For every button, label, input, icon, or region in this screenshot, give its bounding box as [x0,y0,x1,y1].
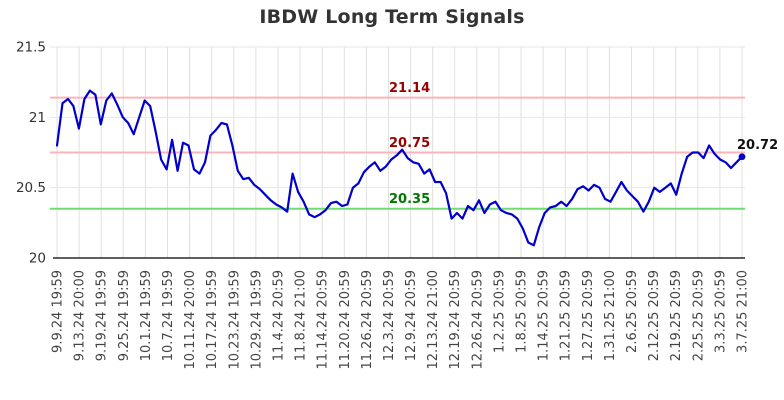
x-tick-label: 2.19.25 20:59 [669,270,684,361]
x-tick-label: 2.12.25 20:59 [647,270,662,361]
x-tick-label: 9.9.24 19:59 [51,270,66,353]
y-tick-label: 21 [29,110,46,126]
x-tick-label: 10.29.24 19:59 [249,270,264,370]
x-tick-label: 10.1.24 19:59 [139,270,154,361]
x-tick-label: 11.14.24 20:59 [316,270,331,370]
x-tick-label: 12.19.24 20:59 [448,270,463,370]
x-tick-label: 12.9.24 20:59 [404,270,419,361]
x-tick-label: 3.3.25 20:59 [713,270,728,353]
chart-title: IBDW Long Term Signals [259,6,525,28]
end-dot [738,153,746,161]
x-tick-label: 11.26.24 20:59 [360,270,375,370]
x-tick-label: 1.14.25 20:59 [537,270,552,361]
x-tick-label: 12.3.24 20:59 [382,270,397,361]
last-price-label: 20.72 [737,137,779,153]
x-tick-label: 2.6.25 20:59 [625,270,640,353]
signal-value-label: 20.75 [389,135,431,151]
x-tick-label: 12.26.24 20:59 [470,270,485,370]
signal-value-label: 20.35 [389,191,431,207]
x-tick-label: 10.23.24 19:59 [227,270,242,370]
x-tick-label: 11.20.24 20:59 [338,270,353,370]
x-tick-label: 1.21.25 20:59 [559,270,574,361]
y-tick-label: 20.5 [16,180,46,196]
signal-value-label: 21.14 [389,80,431,96]
y-tick-label: 21.5 [16,40,46,56]
x-tick-label: 1.8.25 20:59 [515,270,530,353]
price-line [55,89,744,247]
x-tick-label: 3.7.25 21:00 [736,270,751,353]
x-tick-label: 10.7.24 19:59 [161,270,176,361]
x-tick-label: 1.31.25 21:00 [603,270,618,361]
x-tick-label: 2.25.25 20:59 [691,270,706,361]
x-tick-label: 11.4.24 20:59 [271,270,286,361]
y-tick-label: 20 [29,251,46,267]
x-tick-label: 9.25.24 19:59 [117,270,132,361]
x-tick-label: 9.19.24 19:59 [95,270,110,361]
x-tick-label: 12.13.24 21:00 [426,270,441,370]
x-tick-label: 1.2.25 20:59 [492,270,507,353]
x-tick-label: 11.8.24 21:00 [294,270,309,361]
x-tick-label: 10.17.24 19:59 [205,270,220,370]
x-tick-label: 1.27.25 20:59 [581,270,596,361]
x-tick-label: 10.11.24 20:00 [183,270,198,370]
x-tick-label: 9.13.24 20:00 [73,270,88,361]
